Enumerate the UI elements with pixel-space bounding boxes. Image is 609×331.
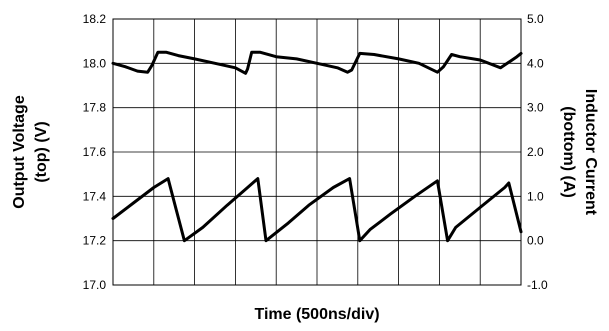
plot-frame (112, 18, 522, 286)
x-axis-title: Time (500ns/div) (254, 306, 379, 323)
right-tick-label: 2.0 (527, 145, 544, 159)
inductor-current-line (111, 177, 523, 243)
left-tick-label: 18.0 (83, 56, 107, 70)
right-axis-title: Inductor Current (bottom) (A) (560, 89, 599, 216)
series-layer (111, 50, 523, 243)
grid (113, 18, 521, 286)
right-tick-label: 5.0 (527, 12, 544, 26)
left-tick-label: 17.8 (83, 101, 107, 115)
left-tick-label: 17.6 (83, 145, 107, 159)
left-axis-title-line-1: Output Voltage (11, 95, 28, 209)
right-axis-title-line-2: (bottom) (A) (560, 106, 577, 198)
output-voltage-line (111, 50, 523, 75)
right-tick-label: -1.0 (527, 278, 548, 292)
left-tick-label: 17.4 (83, 189, 107, 203)
right-axis-ticks: 5.0 4.0 3.0 2.0 1.0 0.0 -1.0 (527, 12, 548, 292)
left-tick-label: 17.2 (83, 234, 107, 248)
right-tick-label: 1.0 (527, 189, 544, 203)
right-tick-label: 3.0 (527, 101, 544, 115)
right-axis-title-line-1: Inductor Current (582, 89, 599, 216)
left-axis-title: Output Voltage (top) (V) (11, 95, 50, 209)
left-axis-ticks: 18.2 18.0 17.8 17.6 17.4 17.2 17.0 (83, 12, 107, 292)
left-axis-title-line-2: (top) (V) (33, 121, 50, 182)
right-tick-label: 0.0 (527, 234, 544, 248)
right-tick-label: 4.0 (527, 56, 544, 70)
left-tick-label: 17.0 (83, 278, 107, 292)
left-tick-label: 18.2 (83, 12, 107, 26)
